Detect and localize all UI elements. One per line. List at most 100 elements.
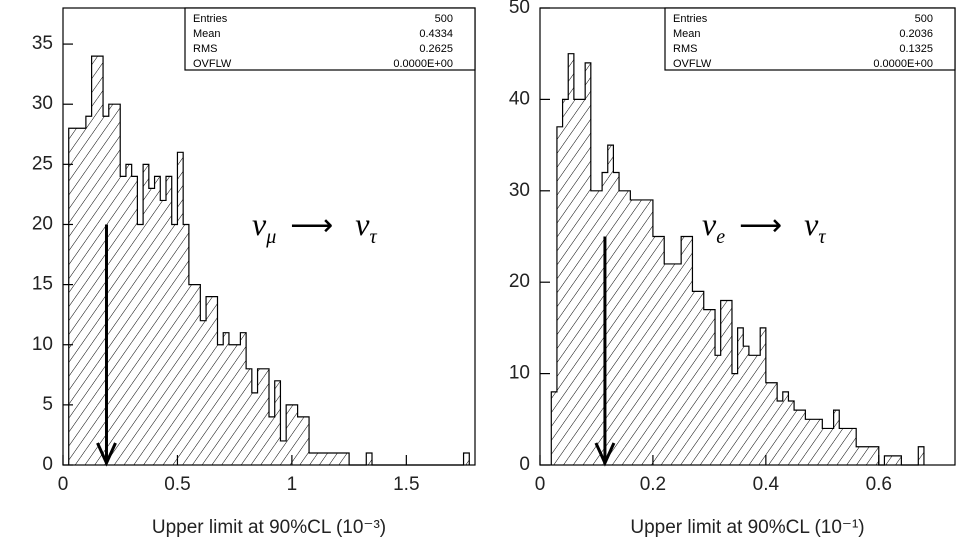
x-tick-label: 1 [287,474,298,495]
stats-value: 500 [435,13,453,25]
stats-value: 0.4334 [419,28,453,40]
bar [856,446,862,465]
bar [97,56,104,466]
process-part: e [716,226,725,248]
bar [343,452,350,465]
process-part: ν [252,206,267,242]
bar [590,190,597,466]
stats-name: RMS [193,43,217,55]
bar [596,190,603,466]
bar [257,368,264,465]
bar [148,188,155,466]
bar [246,368,252,465]
y-tick-label: 25 [32,153,53,174]
bar [839,428,845,465]
bar [754,355,761,465]
stats-name: OVFLW [673,58,712,70]
bar [206,296,212,465]
x-axis-label: Upper limit at 90%CL (10⁻¹) [630,517,864,538]
bar [585,62,591,466]
bar [573,99,580,466]
bar [630,199,636,465]
stats-name: Mean [193,28,221,40]
bar [556,126,563,465]
bar [619,190,625,466]
bar [131,176,138,466]
stats-value: 0.2036 [899,28,933,40]
bar [568,53,574,465]
bar [143,164,149,465]
stats-name: Entries [193,13,228,25]
bar [551,391,557,465]
bar [822,428,828,465]
y-tick-label: 50 [509,0,530,18]
bar [698,291,704,465]
bar [337,452,344,465]
limit-arrow-head [594,442,616,467]
process-part: ν [702,206,717,242]
x-tick-label: 1.5 [393,474,419,495]
bar [777,401,783,465]
bar [788,401,795,465]
stats-name: OVFLW [193,58,232,70]
bar [748,355,755,465]
bar [607,145,614,465]
bar [309,452,315,465]
y-tick-label: 30 [32,93,53,114]
bar [74,128,81,465]
bar [816,419,823,465]
bar [463,452,470,465]
stats-name: Mean [673,28,701,40]
stats-value: 0.0000E+00 [393,58,453,70]
stats-name: RMS [673,43,697,55]
bar [80,128,86,465]
bar [91,56,98,466]
bar [177,152,184,465]
stats-box [664,7,956,71]
bar [726,300,732,465]
y-tick-label: 20 [32,213,53,234]
bar [805,419,812,465]
bar [154,176,161,466]
process-part: ν [355,206,370,242]
bar [794,410,800,465]
x-tick-label: 0 [58,474,69,495]
bar [760,327,766,465]
x-axis-label: Upper limit at 90%CL (10⁻³) [152,517,386,538]
bar [234,344,241,465]
y-tick-label: 15 [32,274,53,295]
bar [108,104,115,466]
y-tick-label: 40 [509,88,530,109]
x-tick-label: 0.2 [640,474,666,495]
bar [114,104,121,466]
bar [579,99,586,466]
bar [635,199,642,465]
x-tick-label: 0.5 [164,474,190,495]
bar [85,116,92,465]
bar [68,128,75,465]
histogram-outline [550,53,925,466]
bar [624,190,631,466]
bar [715,355,721,465]
x-tick-label: 0.6 [866,474,892,495]
bar [125,164,132,465]
bar [681,236,687,465]
bar [613,172,620,465]
bar [692,291,699,465]
bar [675,263,682,465]
bar [833,410,840,465]
bar [314,452,321,465]
bar [280,440,287,465]
bar [274,380,281,465]
bar [286,404,292,465]
bar [686,236,693,465]
bar [709,309,716,465]
bar [861,446,868,465]
bar [366,452,372,465]
process-part: ⟶ [290,208,333,243]
x-tick-label: 0 [535,474,546,495]
stats-box [184,7,476,71]
bar [873,446,879,465]
